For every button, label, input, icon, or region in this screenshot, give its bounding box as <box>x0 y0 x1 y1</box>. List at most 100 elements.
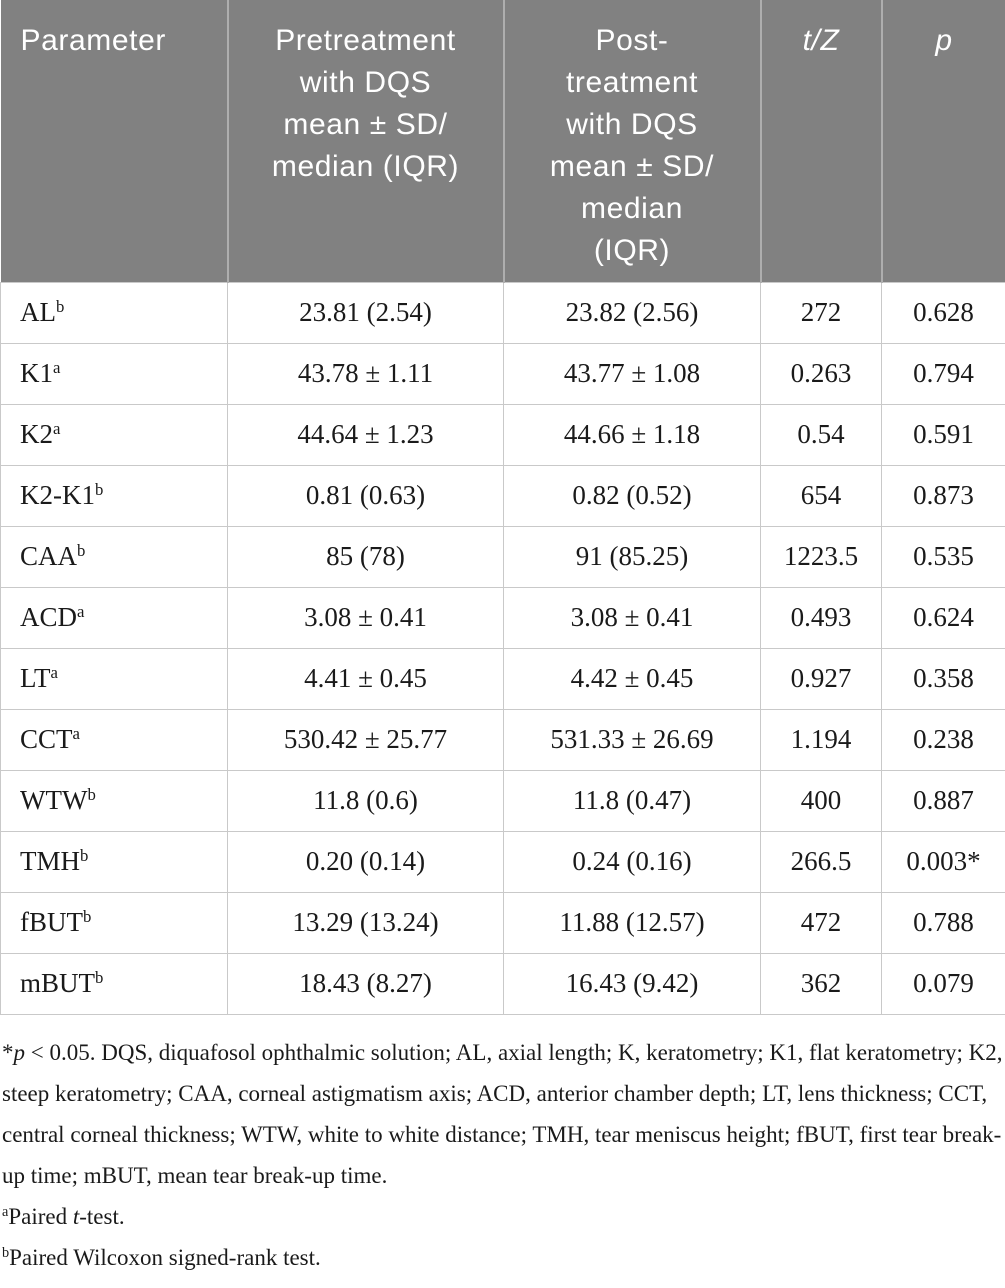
parameter-label: K1 <box>20 358 53 388</box>
significance-p-symbol: p <box>14 1040 26 1065</box>
cell-posttreatment: 11.8 (0.47) <box>504 770 761 831</box>
cell-pretreatment: 530.42 ± 25.77 <box>228 709 504 770</box>
cell-pretreatment: 0.81 (0.63) <box>228 465 504 526</box>
parameter-label: LT <box>20 663 51 693</box>
cell-pretreatment: 11.8 (0.6) <box>228 770 504 831</box>
cell-pretreatment: 44.64 ± 1.23 <box>228 404 504 465</box>
cell-pretreatment: 4.41 ± 0.45 <box>228 648 504 709</box>
parameter-superscript: a <box>53 419 60 438</box>
cell-tz: 266.5 <box>761 831 882 892</box>
cell-pretreatment: 0.20 (0.14) <box>228 831 504 892</box>
cell-pretreatment: 43.78 ± 1.11 <box>228 343 504 404</box>
cell-posttreatment: 43.77 ± 1.08 <box>504 343 761 404</box>
footnote-b-text: Paired Wilcoxon signed-rank test. <box>9 1245 321 1270</box>
cell-pretreatment: 23.81 (2.54) <box>228 282 504 343</box>
header-parameter: Parameter <box>1 0 228 282</box>
cell-pretreatment: 3.08 ± 0.41 <box>228 587 504 648</box>
cell-p: 0.628 <box>882 282 1005 343</box>
cell-tz: 400 <box>761 770 882 831</box>
parameter-superscript: b <box>87 785 95 804</box>
cell-posttreatment: 91 (85.25) <box>504 526 761 587</box>
cell-p: 0.624 <box>882 587 1005 648</box>
cell-p: 0.358 <box>882 648 1005 709</box>
table-row: fBUTb 13.29 (13.24) 11.88 (12.57) 472 0.… <box>1 892 1005 953</box>
cell-tz: 0.54 <box>761 404 882 465</box>
cell-tz: 0.263 <box>761 343 882 404</box>
table-row: CAAb 85 (78) 91 (85.25) 1223.5 0.535 <box>1 526 1005 587</box>
cell-posttreatment: 531.33 ± 26.69 <box>504 709 761 770</box>
parameter-superscript: b <box>83 907 91 926</box>
cell-p: 0.003* <box>882 831 1005 892</box>
cell-posttreatment: 16.43 (9.42) <box>504 953 761 1014</box>
footnote-a: aPaired t-test. <box>2 1196 1003 1237</box>
footnote-significance: *p < 0.05. DQS, diquafosol ophthalmic so… <box>2 1032 1003 1196</box>
cell-tz: 472 <box>761 892 882 953</box>
table-row: ACDa 3.08 ± 0.41 3.08 ± 0.41 0.493 0.624 <box>1 587 1005 648</box>
footnote-b: bPaired Wilcoxon signed-rank test. <box>2 1237 1003 1278</box>
parameter-label: ACD <box>20 602 77 632</box>
cell-posttreatment: 0.24 (0.16) <box>504 831 761 892</box>
table-row: K1a 43.78 ± 1.11 43.77 ± 1.08 0.263 0.79… <box>1 343 1005 404</box>
cell-parameter: CCTa <box>1 709 228 770</box>
cell-pretreatment: 85 (78) <box>228 526 504 587</box>
parameter-superscript: a <box>51 663 58 682</box>
cell-p: 0.079 <box>882 953 1005 1014</box>
cell-parameter: ACDa <box>1 587 228 648</box>
cell-posttreatment: 11.88 (12.57) <box>504 892 761 953</box>
cell-p: 0.535 <box>882 526 1005 587</box>
table-row: K2-K1b 0.81 (0.63) 0.82 (0.52) 654 0.873 <box>1 465 1005 526</box>
header-posttreatment: Post- treatment with DQS mean ± SD/ medi… <box>504 0 761 282</box>
significance-star: * <box>2 1040 14 1065</box>
cell-posttreatment: 0.82 (0.52) <box>504 465 761 526</box>
table-row: ALb 23.81 (2.54) 23.82 (2.56) 272 0.628 <box>1 282 1005 343</box>
cell-parameter: K2a <box>1 404 228 465</box>
parameter-superscript: a <box>73 724 80 743</box>
parameter-superscript: b <box>95 480 103 499</box>
header-p: p <box>882 0 1005 282</box>
cell-parameter: LTa <box>1 648 228 709</box>
cell-p: 0.887 <box>882 770 1005 831</box>
footnote-b-superscript: b <box>2 1245 9 1261</box>
cell-p: 0.794 <box>882 343 1005 404</box>
table-row: mBUTb 18.43 (8.27) 16.43 (9.42) 362 0.07… <box>1 953 1005 1014</box>
cell-parameter: K1a <box>1 343 228 404</box>
header-tz: t/Z <box>761 0 882 282</box>
table-row: LTa 4.41 ± 0.45 4.42 ± 0.45 0.927 0.358 <box>1 648 1005 709</box>
parameter-label: WTW <box>20 785 87 815</box>
table-row: WTWb 11.8 (0.6) 11.8 (0.47) 400 0.887 <box>1 770 1005 831</box>
cell-parameter: CAAb <box>1 526 228 587</box>
cell-parameter: WTWb <box>1 770 228 831</box>
table-header-row: Parameter Pretreatment with DQS mean ± S… <box>1 0 1005 282</box>
table-footnotes: *p < 0.05. DQS, diquafosol ophthalmic so… <box>0 1015 1005 1288</box>
cell-tz: 0.493 <box>761 587 882 648</box>
cell-pretreatment: 18.43 (8.27) <box>228 953 504 1014</box>
cell-tz: 272 <box>761 282 882 343</box>
parameter-label: fBUT <box>20 907 83 937</box>
parameter-superscript: b <box>77 541 85 560</box>
parameter-superscript: b <box>80 846 88 865</box>
cell-posttreatment: 4.42 ± 0.45 <box>504 648 761 709</box>
cell-posttreatment: 23.82 (2.56) <box>504 282 761 343</box>
parameter-superscript: b <box>95 968 103 987</box>
cell-tz: 1.194 <box>761 709 882 770</box>
footnote-a-text: Paired <box>8 1204 73 1229</box>
cell-tz: 1223.5 <box>761 526 882 587</box>
cell-parameter: K2-K1b <box>1 465 228 526</box>
cell-parameter: ALb <box>1 282 228 343</box>
parameter-superscript: b <box>56 297 64 316</box>
parameter-superscript: a <box>53 358 60 377</box>
parameter-label: TMH <box>20 846 80 876</box>
parameter-superscript: a <box>77 602 84 621</box>
parameter-label: K2 <box>20 419 53 449</box>
parameter-label: CAA <box>20 541 77 571</box>
cell-tz: 654 <box>761 465 882 526</box>
parameter-label: CCT <box>20 724 73 754</box>
cell-p: 0.591 <box>882 404 1005 465</box>
parameter-label: AL <box>20 297 56 327</box>
footnote-a-superscript: a <box>2 1204 8 1220</box>
table-row: K2a 44.64 ± 1.23 44.66 ± 1.18 0.54 0.591 <box>1 404 1005 465</box>
cell-parameter: mBUTb <box>1 953 228 1014</box>
cell-parameter: fBUTb <box>1 892 228 953</box>
cell-p: 0.238 <box>882 709 1005 770</box>
